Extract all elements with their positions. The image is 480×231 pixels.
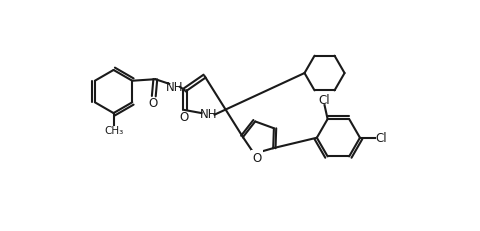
Text: Cl: Cl: [319, 94, 330, 107]
Text: CH₃: CH₃: [104, 125, 123, 135]
Text: O: O: [148, 96, 157, 109]
Text: NH: NH: [200, 108, 217, 121]
Text: NH: NH: [166, 80, 183, 93]
Text: O: O: [179, 110, 189, 123]
Text: O: O: [252, 151, 262, 164]
Text: Cl: Cl: [376, 132, 387, 145]
